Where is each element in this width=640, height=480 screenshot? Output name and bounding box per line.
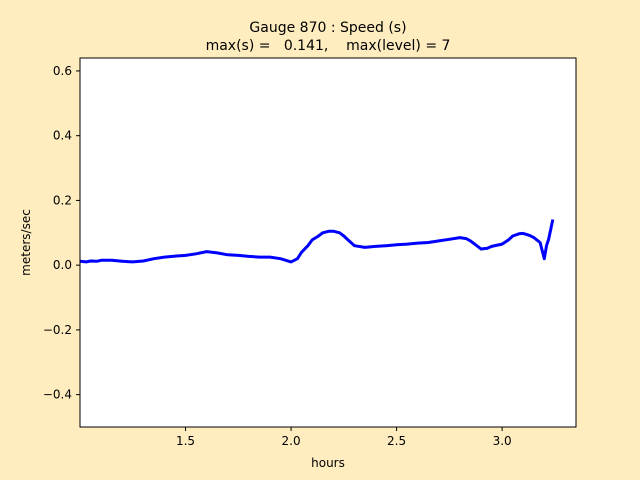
y-axis-label: meters/sec (19, 209, 33, 276)
y-axis-ticks: −0.4 −0.2 0.0 0.2 0.4 0.6 (43, 64, 80, 402)
y-tick-label: −0.2 (43, 323, 72, 337)
series-layer (79, 219, 555, 264)
y-tick-label: 0.6 (53, 64, 72, 78)
x-tick-label: 1.5 (176, 434, 195, 448)
plot-area (80, 58, 576, 427)
speed-series-line (79, 219, 555, 264)
x-tick-label: 3.0 (493, 434, 512, 448)
y-tick-label: −0.4 (43, 388, 72, 402)
x-tick-label: 2.5 (387, 434, 406, 448)
y-tick-label: 0.2 (53, 193, 72, 207)
chart-title-line1: Gauge 870 : Speed (s) (249, 20, 406, 36)
y-tick-label: 0.4 (53, 129, 72, 143)
x-axis-ticks: 1.5 2.0 2.5 3.0 (176, 427, 512, 448)
chart-title-line2: max(s) = 0.141, max(level) = 7 (206, 38, 451, 54)
axes-frame (79, 57, 577, 428)
y-tick-label: 0.0 (53, 258, 72, 272)
x-tick-label: 2.0 (282, 434, 301, 448)
x-axis-label: hours (311, 456, 345, 470)
